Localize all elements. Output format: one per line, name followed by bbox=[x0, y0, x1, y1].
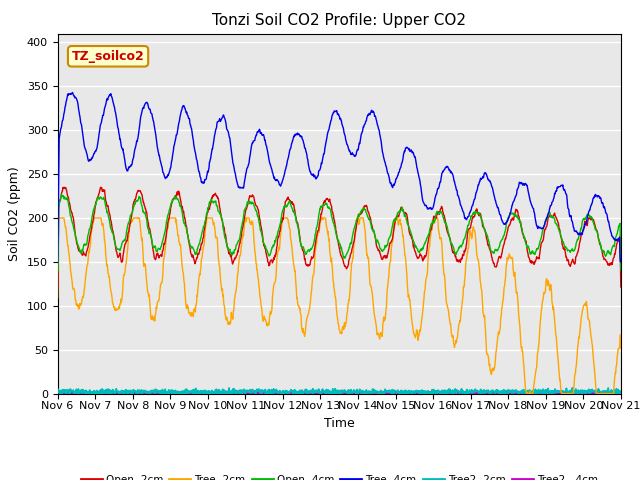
Legend: Open -2cm, Tree -2cm, Open -4cm, Tree -4cm, Tree2 -2cm, Tree2 - 4cm: Open -2cm, Tree -2cm, Open -4cm, Tree -4… bbox=[77, 471, 602, 480]
Text: TZ_soilco2: TZ_soilco2 bbox=[72, 50, 145, 63]
Title: Tonzi Soil CO2 Profile: Upper CO2: Tonzi Soil CO2 Profile: Upper CO2 bbox=[212, 13, 466, 28]
Y-axis label: Soil CO2 (ppm): Soil CO2 (ppm) bbox=[8, 166, 21, 261]
X-axis label: Time: Time bbox=[324, 417, 355, 430]
